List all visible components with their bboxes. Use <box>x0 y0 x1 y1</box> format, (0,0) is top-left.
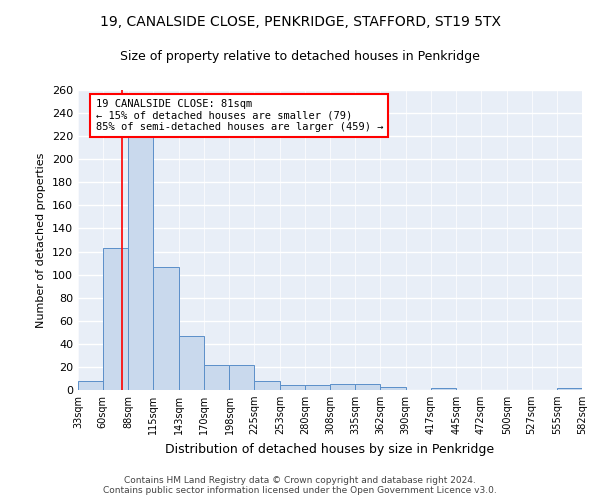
Text: Size of property relative to detached houses in Penkridge: Size of property relative to detached ho… <box>120 50 480 63</box>
Bar <box>128 121 153 390</box>
Bar <box>204 364 229 390</box>
Bar <box>78 381 103 390</box>
Bar <box>431 388 456 390</box>
Text: Contains HM Land Registry data © Crown copyright and database right 2024.
Contai: Contains HM Land Registry data © Crown c… <box>103 476 497 495</box>
Bar <box>305 386 331 390</box>
Bar <box>331 384 355 390</box>
Bar <box>380 386 406 390</box>
Bar <box>229 364 254 390</box>
Text: 19 CANALSIDE CLOSE: 81sqm
← 15% of detached houses are smaller (79)
85% of semi-: 19 CANALSIDE CLOSE: 81sqm ← 15% of detac… <box>95 99 383 132</box>
Y-axis label: Number of detached properties: Number of detached properties <box>37 152 46 328</box>
Bar <box>280 386 305 390</box>
X-axis label: Distribution of detached houses by size in Penkridge: Distribution of detached houses by size … <box>166 442 494 456</box>
Bar <box>355 384 380 390</box>
Bar <box>153 266 179 390</box>
Bar <box>179 336 204 390</box>
Bar <box>557 388 582 390</box>
Bar <box>103 248 128 390</box>
Text: 19, CANALSIDE CLOSE, PENKRIDGE, STAFFORD, ST19 5TX: 19, CANALSIDE CLOSE, PENKRIDGE, STAFFORD… <box>100 15 500 29</box>
Bar <box>254 381 280 390</box>
